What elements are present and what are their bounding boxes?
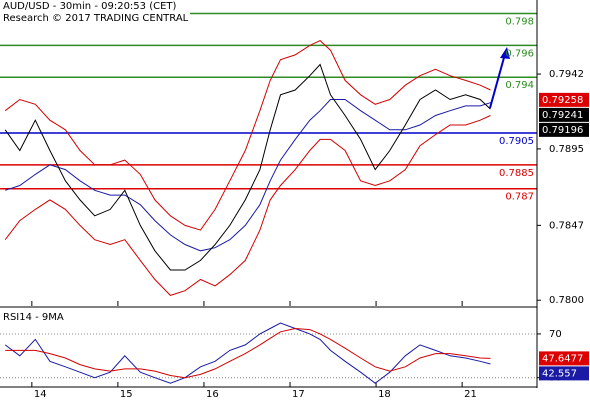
level-label: 0.798	[505, 17, 534, 28]
series-line	[4, 322, 491, 384]
price-marker	[539, 107, 589, 122]
price-marker	[539, 351, 589, 366]
rsi-title: RSI14 - 9MA	[3, 312, 64, 323]
price-marker-label: 0.79196	[542, 125, 583, 136]
x-tick-label: 17	[292, 389, 305, 400]
chart-subtitle: Research © 2017 TRADING CENTRAL	[3, 13, 189, 24]
level-label: 0.7885	[499, 168, 534, 179]
price-marker-label: 42.557	[542, 368, 577, 379]
level-label: 0.787	[505, 192, 534, 203]
x-tick-label: 18	[378, 389, 391, 400]
x-tick-label: 21	[464, 389, 477, 400]
price-marker	[539, 122, 589, 137]
level-label: 0.7905	[499, 136, 534, 147]
series-line	[5, 327, 491, 379]
level-label: 0.794	[505, 80, 534, 91]
x-tick-label: 15	[120, 389, 133, 400]
y-tick-label: 0.7895	[549, 144, 584, 155]
level-label: 0.796	[505, 48, 534, 59]
y-tick-label: 0.7800	[549, 295, 584, 306]
y-tick-label: 70	[549, 329, 562, 340]
series-line	[4, 40, 491, 231]
series-line	[5, 99, 491, 252]
series-line	[4, 63, 491, 271]
price-marker-label: 47.6477	[542, 353, 583, 364]
labels: 0.798 0.796 0.794 0.7905 0.7885 0.787 0.79258 0…	[499, 17, 589, 381]
price-marker	[539, 366, 589, 381]
chart-title: AUD/USD - 30min - 09:20:53 (CET)	[3, 1, 177, 12]
title-backdrop	[0, 0, 190, 24]
arrow-head	[500, 47, 510, 59]
series-line	[4, 115, 491, 296]
x-tick-label: 14	[34, 389, 47, 400]
price-marker-label: 0.79258	[542, 95, 583, 106]
projection-arrow	[489, 53, 506, 109]
x-tick-label: 16	[206, 389, 219, 400]
y-tick-label: 0.7942	[549, 69, 584, 80]
price-marker	[539, 92, 589, 107]
y-tick-label: 0.7847	[549, 220, 584, 231]
price-marker-label: 0.79241	[542, 110, 583, 121]
